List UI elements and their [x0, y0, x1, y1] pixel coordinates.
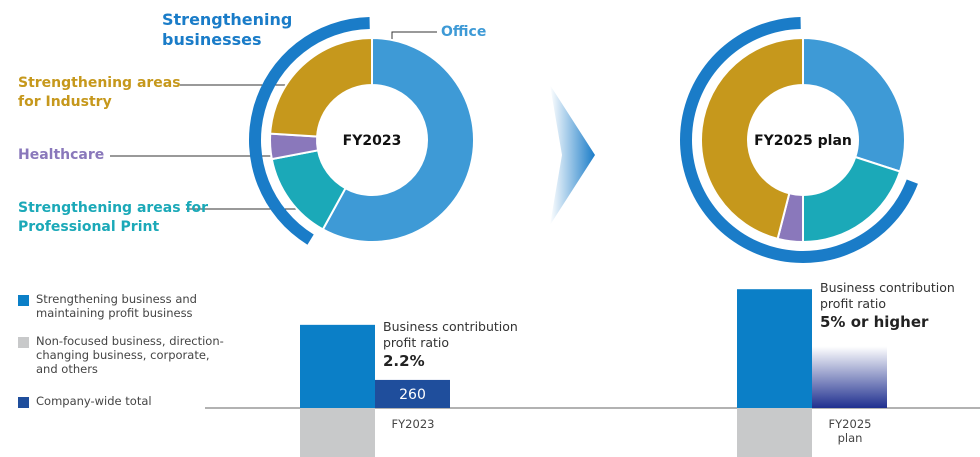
ring-label: Strengthening businesses — [162, 10, 293, 49]
slice — [700, 36, 804, 241]
legend-label: Strengthening business and maintaining p… — [36, 292, 197, 320]
slice-label: Strengthening areas for Professional Pri… — [18, 200, 209, 235]
bar — [300, 408, 375, 457]
annotation-label: Business contribution profit ratio — [383, 319, 518, 350]
bar — [300, 324, 375, 408]
annotation: Business contribution profit ratio 5% or … — [820, 280, 980, 332]
annotation: Business contribution profit ratio 2.2% — [383, 319, 548, 371]
category-label: FY2025 plan — [828, 417, 872, 445]
legend-label: Company-wide total — [36, 394, 152, 408]
slice-label: Office — [441, 24, 487, 40]
slice-label: Healthcare — [18, 147, 105, 163]
legend-swatch — [18, 295, 29, 306]
annotation-label: Business contribution profit ratio — [820, 280, 955, 311]
outer-ring — [248, 17, 370, 245]
arrow — [550, 85, 595, 225]
slice — [321, 36, 475, 243]
center-label: FY2025 plan — [754, 133, 852, 149]
annotation-value: 2.2% — [383, 352, 425, 370]
bar — [737, 408, 812, 457]
legend-label: Non-focused business, direction-changing… — [36, 334, 224, 376]
annotation-value: 5% or higher — [820, 313, 929, 331]
slice — [802, 36, 906, 173]
data-label: 260 — [399, 387, 426, 403]
bar — [737, 289, 812, 408]
category-label: FY2023 — [391, 417, 435, 431]
bar — [812, 346, 887, 408]
center-label: FY2023 — [343, 133, 402, 149]
slice-label: Strengthening areas for Industry — [18, 75, 181, 110]
bar — [375, 379, 450, 408]
legend-swatch — [18, 397, 29, 408]
slice — [269, 36, 373, 138]
legend-swatch — [18, 337, 29, 348]
